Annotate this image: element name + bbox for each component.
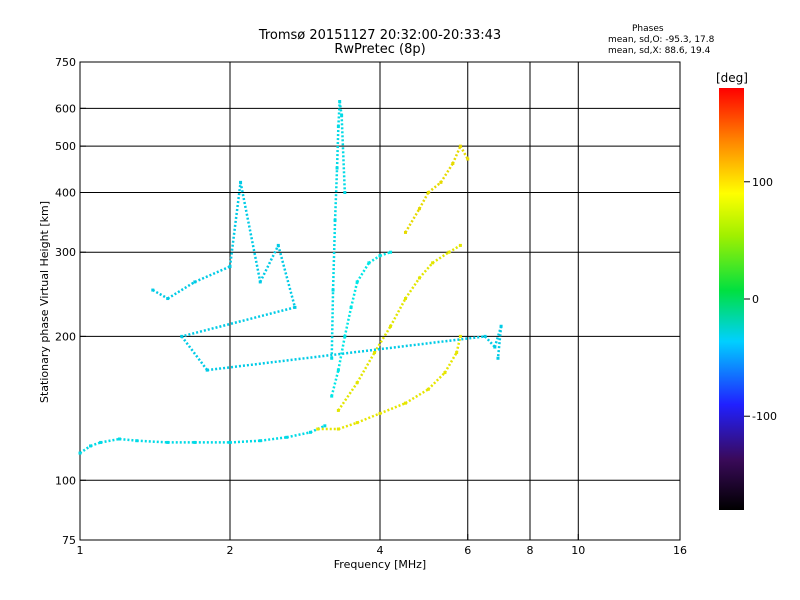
trace-segment [455, 336, 462, 353]
trace-segment [335, 126, 340, 169]
trace-segment [119, 437, 137, 442]
trace-segment [229, 439, 261, 444]
trace-segment [207, 335, 486, 372]
trace-segment [90, 441, 102, 448]
data-points [78, 100, 503, 455]
phases-x-stats: mean, sd,X: 88.6, 19.4 [608, 46, 711, 56]
trace-segment [181, 306, 296, 338]
y-axis-label: Stationary phase Virtual Height [km] [38, 201, 51, 403]
x-tick-label: 6 [464, 544, 471, 557]
trace-segment [389, 297, 407, 327]
x-tick-label: 1 [77, 544, 84, 557]
trace-segment [309, 424, 326, 434]
trace-segment [418, 262, 434, 279]
data-point [323, 424, 327, 428]
data-point [466, 157, 470, 161]
trace-segment [260, 436, 287, 442]
trace-segment [259, 244, 280, 283]
trace-segment [330, 290, 335, 359]
trace-segment [337, 382, 359, 412]
y-tick-label: 400 [55, 186, 76, 199]
y-tick-label: 100 [55, 474, 76, 487]
data-point [496, 356, 500, 360]
trace-segment [136, 439, 168, 444]
trace-segment [368, 254, 381, 264]
trace-segment [337, 101, 341, 127]
phases-o-stats: mean, sd,O: -95.3, 17.8 [608, 35, 715, 45]
trace-segment [337, 421, 358, 431]
trace-segment [427, 371, 446, 391]
trace-segment [333, 167, 339, 221]
trace-segment [194, 265, 231, 284]
trace-segment [277, 245, 297, 308]
trace-segment [152, 288, 169, 300]
trace-segment [228, 182, 242, 267]
trace-segment [431, 251, 450, 264]
trace-segment [451, 145, 462, 164]
x-tick-label: 8 [527, 544, 534, 557]
trace-segment [443, 351, 458, 374]
y-axis-ticks: 75 100 200 300 400 500 600 750 [55, 56, 86, 547]
trace-segment [404, 388, 429, 405]
trace-segment [439, 162, 454, 184]
trace-segment [100, 437, 120, 444]
colorbar-tick-label: 100 [752, 176, 773, 189]
data-point [343, 190, 347, 194]
trace-segment [340, 115, 347, 193]
trace-segment [373, 325, 392, 354]
trace-segment [418, 191, 430, 210]
colorbar [719, 88, 744, 510]
trace-segment [459, 145, 469, 160]
trace-segment [337, 336, 347, 371]
trace-segment [349, 281, 359, 308]
colorbar-ticks: -100 0 100 [744, 176, 777, 423]
trace-segment [427, 181, 442, 194]
trace-segment [379, 251, 391, 257]
trace-segment [484, 335, 496, 348]
trace-segment [356, 351, 376, 384]
y-tick-label: 600 [55, 102, 76, 115]
trace-segment [331, 220, 337, 291]
trace-segment [239, 182, 262, 283]
trace-segment [448, 244, 462, 254]
trace-segment [167, 280, 196, 300]
chart-title: Tromsø 20151127 20:32:00-20:33:43 [258, 28, 502, 43]
x-tick-label: 4 [377, 544, 384, 557]
x-tick-label: 10 [571, 544, 585, 557]
trace-segment [496, 326, 503, 359]
x-tick-label: 2 [227, 544, 234, 557]
x-tick-label: 16 [673, 544, 687, 557]
trace-segment [356, 412, 381, 424]
data-point [389, 250, 393, 254]
trace-segment [286, 431, 311, 439]
x-axis-label: Frequency [MHz] [334, 558, 426, 571]
trace-segment [404, 277, 421, 300]
y-tick-label: 200 [55, 330, 76, 343]
data-point [458, 243, 462, 247]
trace-segment [79, 444, 92, 455]
trace-segment [330, 369, 340, 397]
colorbar-tick-label: -100 [752, 410, 777, 423]
trace-segment [356, 262, 370, 283]
y-tick-label: 500 [55, 140, 76, 153]
grid-lines [80, 62, 680, 540]
x-axis-ticks: 1 2 4 6 8 10 16 [77, 534, 687, 557]
y-tick-label: 75 [62, 534, 76, 547]
phases-heading: Phases [632, 24, 664, 34]
trace-segment [180, 335, 209, 371]
y-tick-label: 300 [55, 246, 76, 259]
y-tick-label: 750 [55, 56, 76, 69]
trace-segment [379, 401, 406, 415]
colorbar-tick-label: 0 [752, 293, 759, 306]
data-point [458, 334, 462, 338]
chart-subtitle: RwPretec (8p) [334, 42, 426, 57]
trace-segment [343, 307, 353, 337]
colorbar-label: [deg] [716, 71, 748, 85]
trace-segment [404, 208, 421, 234]
